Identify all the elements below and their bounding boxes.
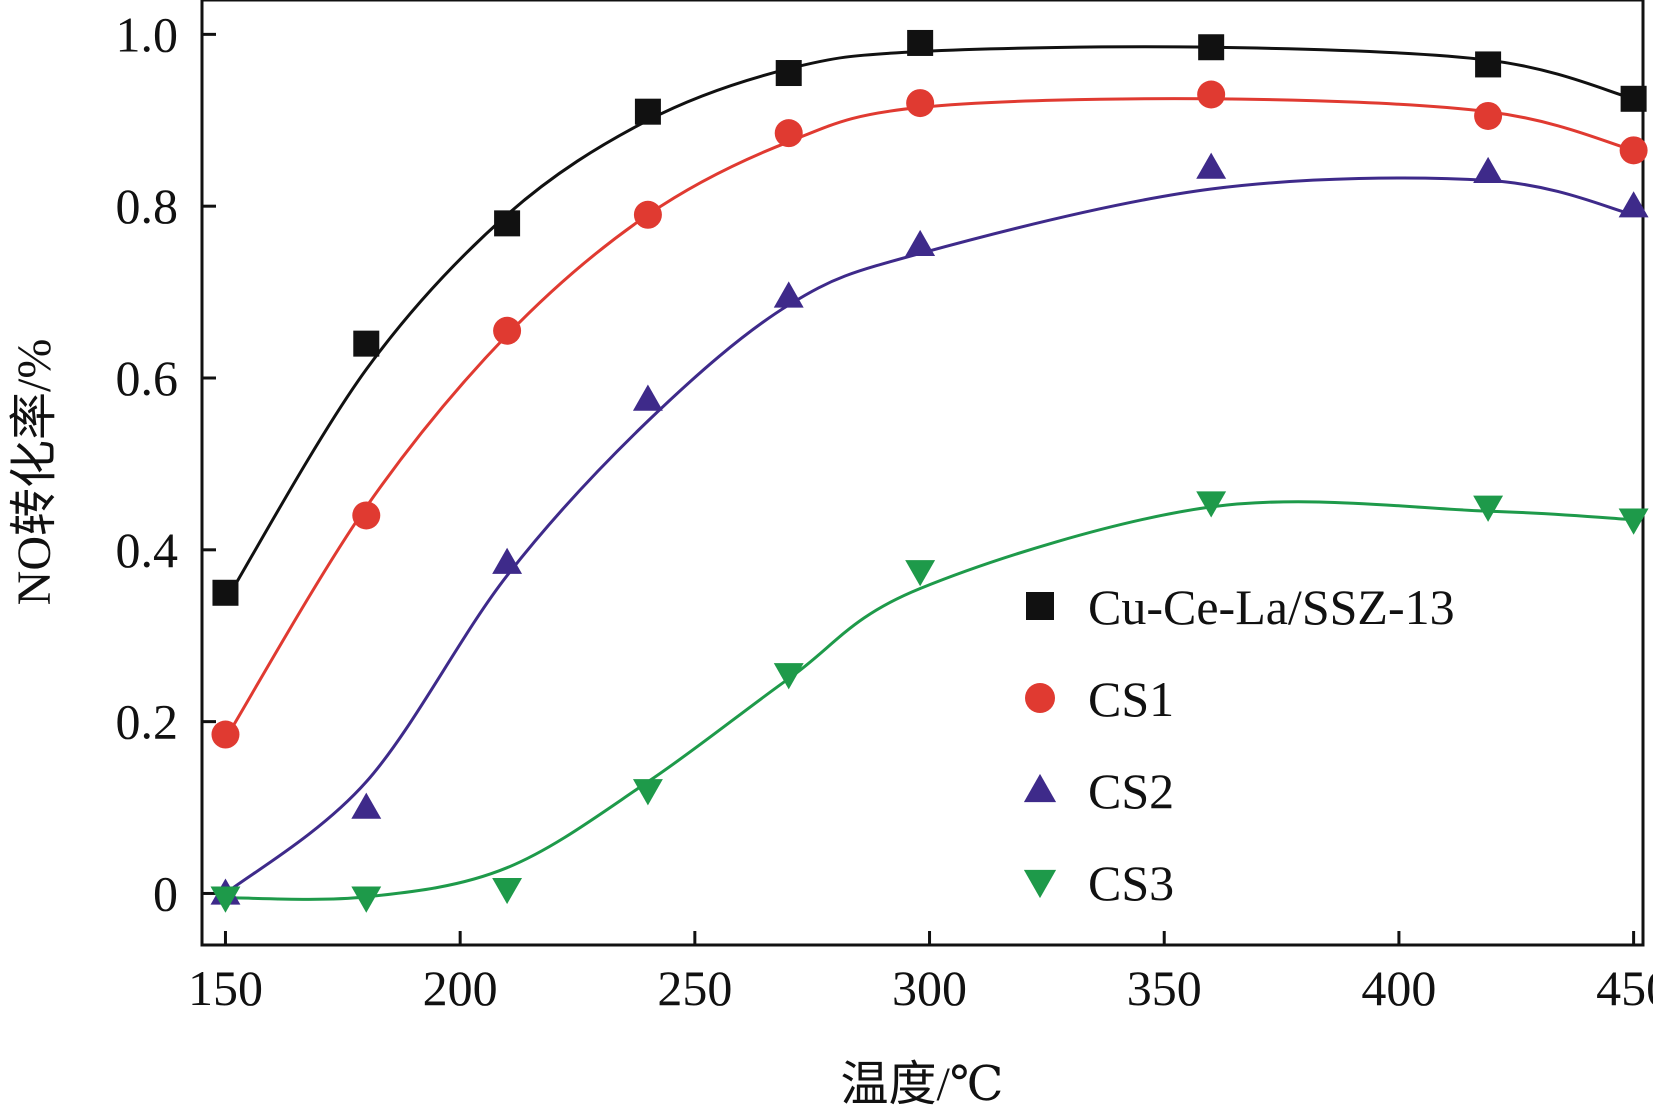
data-point [353, 330, 380, 357]
data-point [352, 501, 381, 530]
y-axis-title: NO转化率/% [8, 339, 61, 606]
legend-label: Cu-Ce-La/SSZ-13 [1088, 579, 1455, 635]
data-point [1475, 51, 1502, 78]
x-tick-label: 200 [423, 960, 498, 1016]
data-point [1618, 508, 1649, 535]
data-point [632, 779, 663, 806]
x-tick-label: 450 [1596, 960, 1653, 1016]
x-axis-title: 温度/℃ [840, 1058, 1003, 1111]
data-point [632, 384, 663, 411]
fit-line [224, 97, 1634, 740]
data-point [493, 316, 522, 345]
legend-marker [1023, 869, 1057, 899]
y-axis-ticks: 0 0.2 0.4 0.6 0.8 1.0 [116, 6, 216, 921]
data-point [1197, 80, 1226, 109]
data-point [1473, 156, 1504, 184]
x-axis-ticks: 150 200 250 300 350 400 450 [188, 931, 1653, 1016]
data-point [211, 720, 240, 749]
data-point [212, 579, 239, 606]
data-point [773, 663, 804, 690]
data-point [1618, 191, 1649, 218]
legend-label: CS2 [1088, 763, 1174, 819]
fit-line [225, 500, 1634, 901]
legend-label: CS1 [1088, 671, 1174, 727]
y-tick-label: 0 [153, 865, 178, 921]
legend-marker [1023, 773, 1057, 803]
x-tick-label: 150 [188, 960, 263, 1016]
x-tick-label: 400 [1361, 960, 1436, 1016]
data-point [773, 281, 804, 308]
data-point [492, 547, 523, 574]
data-point [774, 119, 803, 148]
y-tick-label: 0.4 [116, 522, 179, 578]
x-tick-label: 300 [892, 960, 967, 1016]
data-point [492, 877, 523, 905]
data-point [210, 886, 241, 913]
data-point [1196, 491, 1227, 518]
x-tick-label: 350 [1127, 960, 1202, 1016]
data-point [351, 792, 382, 819]
data-point [1196, 152, 1227, 179]
legend-marker [1026, 592, 1054, 620]
y-tick-label: 0.2 [116, 694, 179, 750]
data-point [351, 886, 382, 913]
data-markers [210, 29, 1649, 913]
legend: Cu-Ce-La/SSZ-13 CS1 CS2 CS3 [1023, 579, 1455, 911]
data-point [907, 29, 934, 56]
data-point [633, 200, 662, 229]
data-point [905, 229, 936, 257]
data-point [775, 60, 802, 87]
data-point [494, 210, 521, 237]
data-point [1619, 136, 1648, 165]
x-tick-label: 250 [657, 960, 732, 1016]
data-point [906, 89, 935, 118]
legend-label: CS3 [1088, 855, 1174, 911]
plot-frame [200, 0, 1645, 947]
data-point [1620, 85, 1647, 112]
legend-marker [1025, 683, 1055, 713]
data-point [634, 98, 661, 125]
data-point [1198, 34, 1225, 61]
y-tick-label: 1.0 [116, 6, 179, 62]
y-tick-label: 0.6 [116, 350, 179, 406]
fit-line [224, 45, 1634, 603]
y-tick-label: 0.8 [116, 178, 179, 234]
data-point [905, 560, 936, 587]
data-point [1473, 495, 1504, 522]
fitted-curves [224, 45, 1634, 901]
data-point [1474, 101, 1503, 130]
